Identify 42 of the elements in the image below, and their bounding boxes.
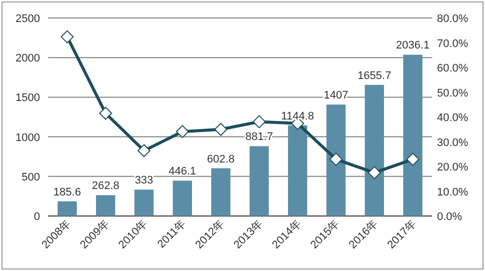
- y2-tick-label: 60.0%: [437, 62, 468, 74]
- data-label: 262.8: [92, 180, 120, 192]
- y2-tick-label: 10.0%: [437, 186, 468, 198]
- point: [368, 166, 381, 180]
- point: [330, 152, 342, 166]
- data-label: 446.1: [168, 166, 196, 178]
- point: [252, 115, 266, 128]
- y2-tick-label: 30.0%: [437, 136, 468, 149]
- bar: [96, 195, 116, 216]
- y-tick-label: 500: [22, 171, 40, 184]
- point: [176, 125, 189, 138]
- data-label: 602.8: [207, 153, 235, 166]
- bar: [211, 168, 230, 216]
- y2-tick-label: 0.0%: [437, 211, 462, 223]
- data-label: 1655.7: [358, 70, 392, 82]
- point: [214, 122, 228, 136]
- data-label: 333: [134, 174, 154, 187]
- y2-tick-label: 40.0%: [437, 112, 468, 124]
- data-label: 1144.8: [281, 110, 314, 122]
- point: [138, 144, 150, 158]
- y-tick-label: 2000: [16, 52, 40, 65]
- bar: [250, 146, 269, 216]
- point: [406, 152, 420, 166]
- y2-tick-label: 80.0%: [437, 13, 468, 25]
- bar: [326, 104, 346, 216]
- y-tick-label: 2500: [16, 13, 40, 25]
- point: [60, 30, 74, 44]
- y2-tick-label: 70.0%: [437, 38, 468, 50]
- bar: [364, 84, 384, 216]
- bar: [58, 201, 77, 216]
- y-tick-label: 1000: [16, 132, 40, 144]
- y2-tick-label: 50.0%: [437, 87, 468, 100]
- point: [99, 106, 112, 120]
- data-label: 185.6: [53, 186, 81, 198]
- bar: [288, 125, 308, 216]
- y2-tick-label: 20.0%: [437, 162, 468, 174]
- y-tick-label: 0: [34, 211, 40, 223]
- y-tick-label: 1500: [16, 92, 40, 104]
- bar: [134, 190, 154, 216]
- bar: [172, 180, 192, 216]
- bar: [403, 54, 422, 216]
- data-label: 2036.1: [396, 40, 430, 52]
